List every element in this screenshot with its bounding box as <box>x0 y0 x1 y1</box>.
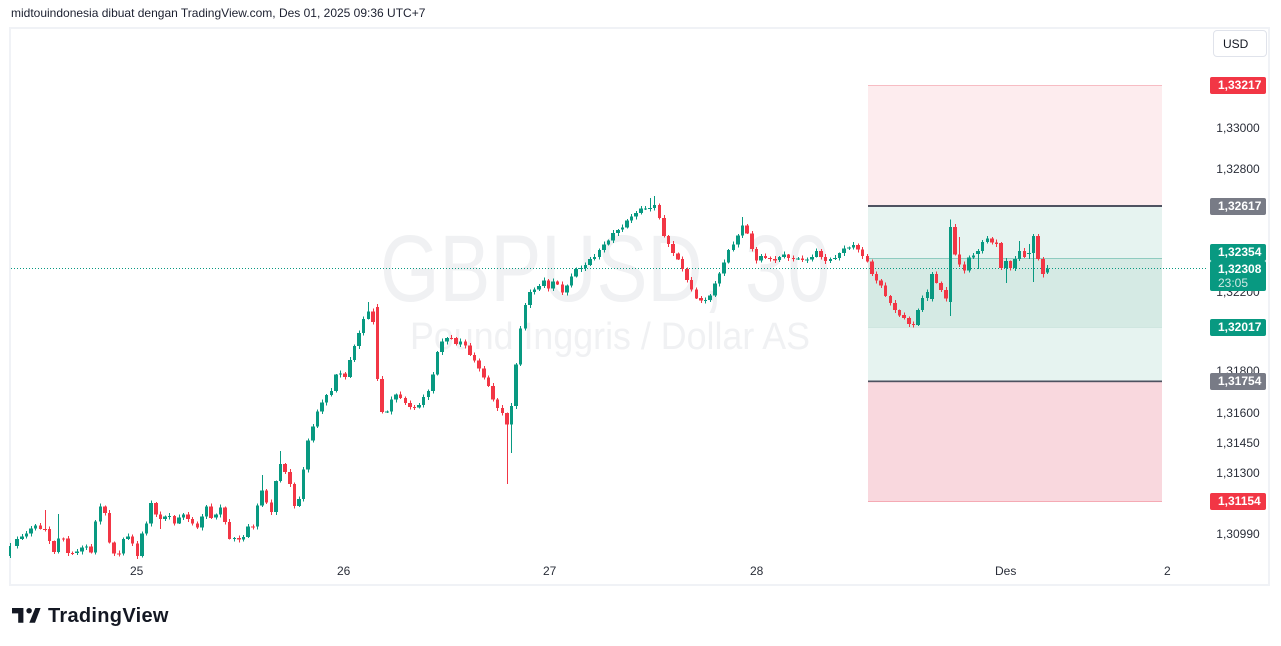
svg-text:Pound Inggris / Dollar AS: Pound Inggris / Dollar AS <box>410 316 810 358</box>
svg-text:TradingView: TradingView <box>48 605 169 627</box>
